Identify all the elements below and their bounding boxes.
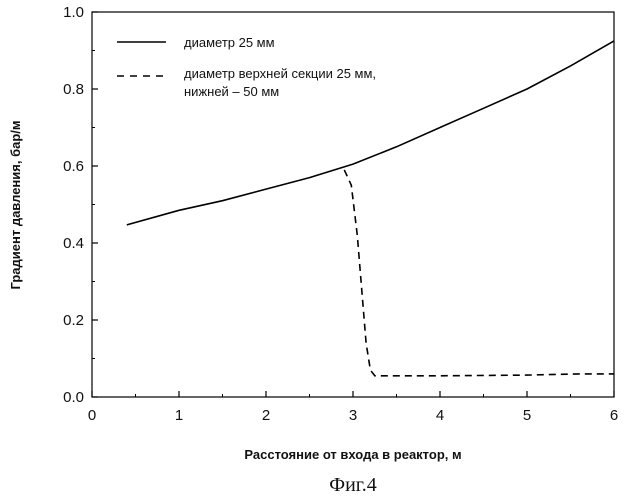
legend: диаметр 25 мм диаметр верхней секции 25 …	[117, 35, 376, 99]
series-line-2	[344, 170, 614, 376]
y-tick-label: 0.8	[63, 81, 84, 98]
x-tick-label: 4	[436, 407, 444, 424]
y-axis-title: Градиент давления, бар/м	[8, 120, 23, 289]
y-tick-label: 0.0	[63, 389, 84, 406]
x-tick-label: 5	[523, 407, 531, 424]
x-axis-title: Расстояние от входа в реактор, м	[244, 447, 461, 462]
x-tick-label: 2	[262, 407, 270, 424]
figure-caption: Фиг.4	[329, 474, 376, 496]
legend-label-series-1: диаметр 25 мм	[184, 35, 275, 50]
x-tick-label: 6	[610, 407, 618, 424]
x-tick-label: 1	[175, 407, 183, 424]
y-tick-label: 0.2	[63, 312, 84, 329]
y-tick-label: 0.4	[63, 235, 84, 252]
x-tick-label: 3	[349, 407, 357, 424]
y-tick-label: 1.0	[63, 4, 84, 21]
x-axis-ticks: 0 1 2 3 4 5 6	[88, 391, 618, 424]
y-tick-label: 0.6	[63, 158, 84, 175]
x-tick-label: 0	[88, 407, 96, 424]
y-axis-ticks: 0.0 0.2 0.4 0.6 0.8 1.0	[63, 4, 98, 406]
legend-label-series-2-line-1: диаметр верхней секции 25 мм,	[184, 66, 376, 81]
legend-label-series-2-line-2: нижней – 50 мм	[184, 84, 279, 99]
